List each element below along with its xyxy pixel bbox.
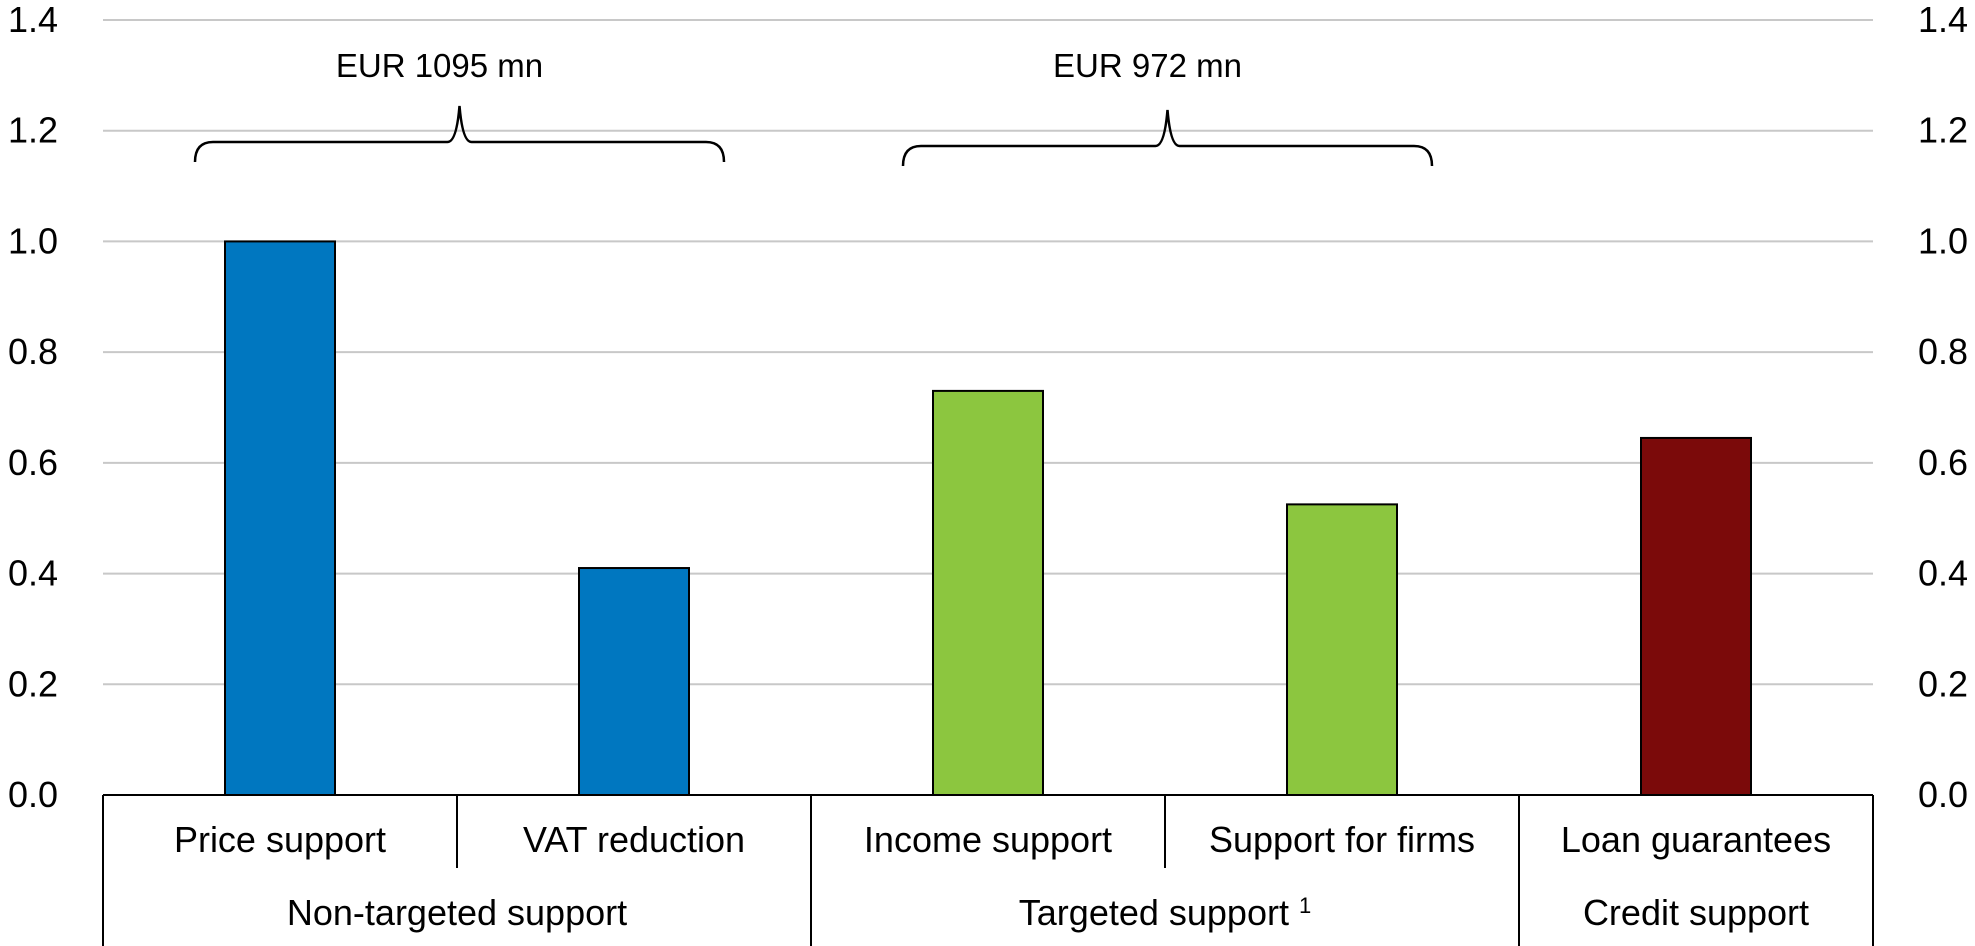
- group-label: Targeted support 1: [1019, 892, 1311, 933]
- bars: [224, 240, 1752, 796]
- group-label: Credit support: [1583, 892, 1809, 933]
- footnote-marker: 1: [1299, 893, 1311, 918]
- y-tick-label-right: 0.4: [1918, 553, 1968, 594]
- group-labels: Non-targeted support Targeted support 1 Cre…: [287, 892, 1809, 933]
- category-label: Price support: [174, 819, 386, 860]
- bar-price-support: [224, 240, 336, 796]
- right-y-axis-ticks: 0.0 0.2 0.4 0.6 0.8 1.0 1.2 1.4: [1918, 0, 1968, 815]
- annotation-label: EUR 1095 mn: [336, 47, 543, 84]
- category-label: Income support: [864, 819, 1112, 860]
- y-tick-label-left: 0.6: [8, 442, 58, 483]
- bar-income-support: [932, 389, 1044, 796]
- category-labels: Price support VAT reduction Income support…: [174, 819, 1831, 860]
- annotation-braces: EUR 1095 mn EUR 972 mn: [193, 47, 1434, 167]
- y-tick-label-right: 0.8: [1918, 331, 1968, 372]
- y-tick-label-right: 1.0: [1918, 220, 1968, 261]
- group-label-text: Targeted support: [1019, 892, 1289, 933]
- y-tick-label-left: 0.8: [8, 331, 58, 372]
- y-tick-label-left: 0.0: [8, 774, 58, 815]
- category-label: Support for firms: [1209, 819, 1475, 860]
- y-tick-label-left: 0.4: [8, 553, 58, 594]
- y-tick-label-right: 0.6: [1918, 442, 1968, 483]
- group-label-text: Credit support: [1583, 892, 1809, 933]
- y-tick-label-right: 0.2: [1918, 663, 1968, 704]
- bar-support-for-firms: [1286, 503, 1398, 796]
- category-label: Loan guarantees: [1561, 819, 1831, 860]
- annotation-brace: [193, 105, 726, 163]
- group-label-text: Non-targeted support: [287, 892, 627, 933]
- left-y-axis-ticks: 0.0 0.2 0.4 0.6 0.8 1.0 1.2 1.4: [8, 0, 58, 815]
- y-tick-label-left: 0.2: [8, 663, 58, 704]
- y-tick-label-left: 1.4: [8, 0, 58, 40]
- group-label: Non-targeted support: [287, 892, 627, 933]
- annotation-brace: [901, 109, 1434, 167]
- y-tick-label-right: 1.2: [1918, 110, 1968, 151]
- category-label: VAT reduction: [523, 819, 745, 860]
- y-tick-label-right: 1.4: [1918, 0, 1968, 40]
- bar-vat-reduction: [578, 567, 690, 796]
- y-tick-label-left: 1.2: [8, 110, 58, 151]
- annotation-label: EUR 972 mn: [1053, 47, 1242, 84]
- bar-loan-guarantees: [1640, 436, 1752, 796]
- x-axis: [102, 794, 1874, 946]
- y-tick-label-right: 0.0: [1918, 774, 1968, 815]
- y-tick-label-left: 1.0: [8, 220, 58, 261]
